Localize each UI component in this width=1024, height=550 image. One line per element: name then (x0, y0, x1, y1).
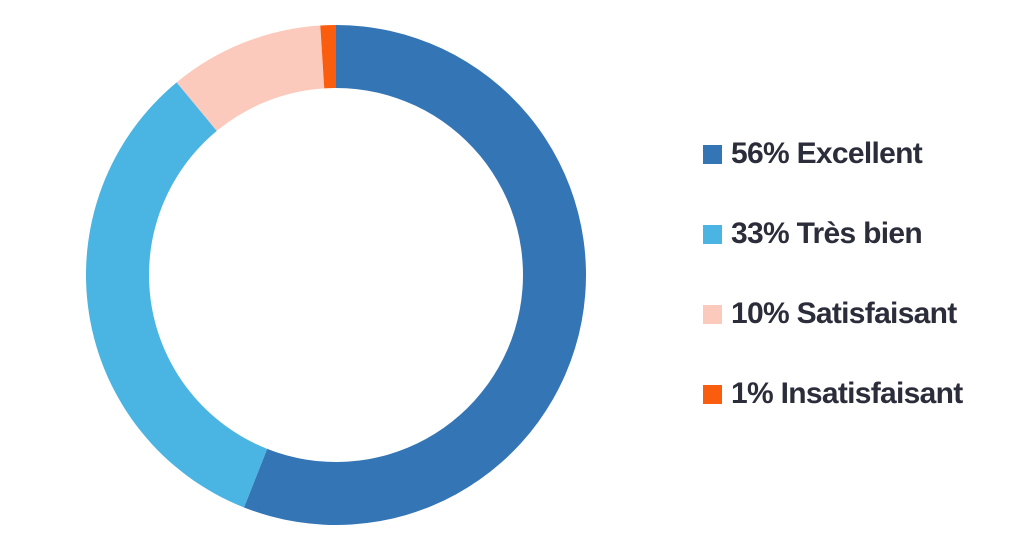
legend-label-tres-bien: 33% Très bien (731, 217, 923, 250)
legend-swatch-satisfaisant (703, 304, 722, 324)
legend-item-satisfaisant: 10% Satisfaisant (703, 294, 1024, 334)
legend-label-satisfaisant: 10% Satisfaisant (731, 297, 957, 330)
donut-chart (85, 25, 586, 525)
donut-slice-tres-bien (85, 82, 268, 508)
legend-item-insatisfaisant: 1% Insatisfaisant (703, 374, 1024, 414)
legend-item-tres-bien: 33% Très bien (703, 214, 1024, 254)
legend-swatch-tres-bien (703, 224, 722, 244)
donut-slice-satisfaisant (176, 25, 325, 131)
chart-legend: 56% Excellent 33% Très bien 10% Satisfai… (703, 134, 1024, 454)
legend-item-excellent: 56% Excellent (703, 134, 1024, 174)
donut-slice-insatisfaisant (320, 25, 336, 89)
donut-slice-excellent (243, 25, 586, 525)
legend-swatch-excellent (703, 144, 722, 164)
legend-label-excellent: 56% Excellent (731, 137, 923, 170)
legend-swatch-insatisfaisant (703, 384, 722, 404)
legend-label-insatisfaisant: 1% Insatisfaisant (731, 377, 963, 410)
